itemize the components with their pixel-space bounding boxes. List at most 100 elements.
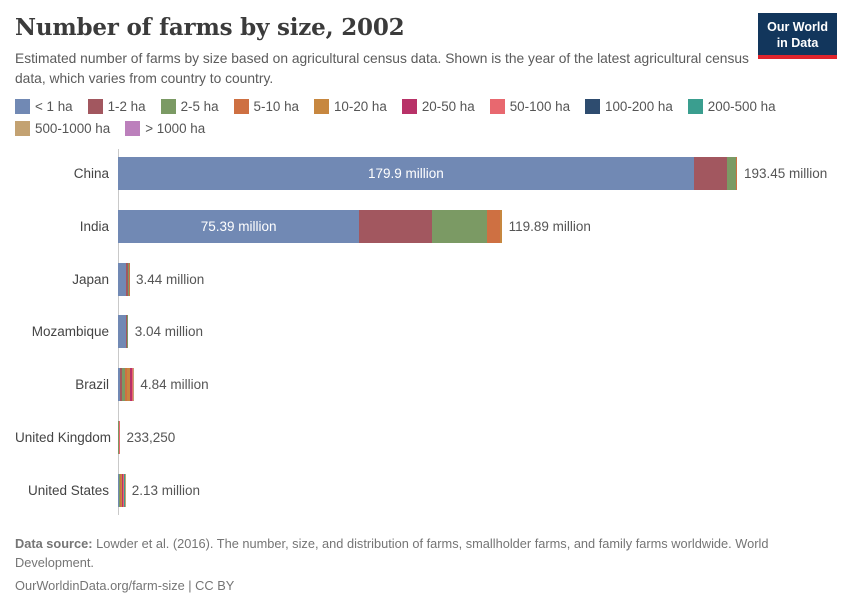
legend-label: < 1 ha <box>35 99 73 115</box>
legend-item-2-5-ha[interactable]: 2-5 ha <box>160 99 219 115</box>
stacked-bar[interactable] <box>118 473 125 507</box>
footer-source: Data source: Lowder et al. (2016). The n… <box>15 534 805 572</box>
bar-segment-5-10-ha[interactable] <box>486 209 501 243</box>
chart-row-united-states: United States 2.13 million <box>15 464 837 517</box>
legend-item-50-100-ha[interactable]: 50-100 ha <box>489 99 570 115</box>
bar-segment-2-5-ha[interactable] <box>122 368 126 402</box>
page-subtitle: Estimated number of farms by size based … <box>15 51 749 86</box>
stacked-bar[interactable] <box>118 315 128 349</box>
bar-total-value: 3.44 million <box>136 271 205 287</box>
footer-source-text: Lowder et al. (2016). The number, size, … <box>15 535 769 570</box>
bar-track: 75.39 million 119.89 million <box>118 209 837 243</box>
bar-track: 4.84 million <box>118 368 837 402</box>
bar-segment--1-ha[interactable] <box>118 262 126 296</box>
bar-segment--1-ha[interactable] <box>118 473 119 507</box>
legend-item--1000-ha[interactable]: > 1000 ha <box>125 121 206 137</box>
legend-item-20-50-ha[interactable]: 20-50 ha <box>401 99 475 115</box>
legend-item-200-500-ha[interactable]: 200-500 ha <box>687 99 776 115</box>
legend-label: > 1000 ha <box>145 121 206 137</box>
owid-logo-line1: Our World <box>767 20 828 34</box>
bar-segment-1-2-ha[interactable] <box>693 157 728 191</box>
footer-link[interactable]: OurWorldinData.org/farm-size | CC BY <box>15 578 235 594</box>
legend-swatch <box>233 99 249 115</box>
owid-logo[interactable]: Our World in Data <box>758 13 837 59</box>
bar-track: 179.9 million 193.45 million <box>118 157 837 191</box>
legend-swatch <box>585 99 601 115</box>
bar-segment-20-50-ha[interactable] <box>129 368 132 402</box>
legend-label: 10-20 ha <box>333 99 387 115</box>
legend: < 1 ha 1-2 ha 2-5 ha 5-10 ha 10-20 ha 20-50 h… <box>15 99 837 137</box>
bar-segment--1-ha[interactable] <box>118 157 694 191</box>
bar-segment-1-2-ha[interactable] <box>118 473 120 507</box>
bar-segment-5-10-ha[interactable] <box>125 368 128 402</box>
owid-logo-line2: in Data <box>776 36 819 50</box>
stacked-bar[interactable]: 75.39 million <box>118 209 502 243</box>
legend-label: 1-2 ha <box>107 99 146 115</box>
bar-segment-1-2-ha[interactable] <box>126 262 129 296</box>
bar-chart: China 179.9 million 193.45 million India 75.… <box>15 147 837 517</box>
bar-segment-10-20-ha[interactable] <box>121 473 123 507</box>
country-label[interactable]: China <box>73 166 109 182</box>
bar-segment-2-5-ha[interactable] <box>431 209 487 243</box>
legend-label: 2-5 ha <box>180 99 219 115</box>
legend-item-10-20-ha[interactable]: 10-20 ha <box>313 99 387 115</box>
bar-track: 2.13 million <box>118 473 837 507</box>
legend-swatch <box>15 121 30 137</box>
bar-total-value: 119.89 million <box>508 218 591 234</box>
bar-total-value: 2.13 million <box>131 482 201 498</box>
legend-item-5-10-ha[interactable]: 5-10 ha <box>233 99 299 115</box>
bar-segment-2-5-ha[interactable] <box>727 157 736 191</box>
legend-swatch <box>125 121 141 137</box>
bar-segment-1-2-ha[interactable] <box>120 368 123 402</box>
bar-track: 3.44 million <box>118 262 837 296</box>
country-label[interactable]: Japan <box>72 271 109 287</box>
bar-segment--1-ha[interactable] <box>118 209 360 243</box>
bar-segment-2-5-ha[interactable] <box>119 473 121 507</box>
bar-total-value: 4.84 million <box>140 377 209 393</box>
legend-item--1-ha[interactable]: < 1 ha <box>15 99 73 115</box>
bar-segment-50-100-ha[interactable] <box>123 473 124 507</box>
stacked-bar[interactable]: 179.9 million <box>118 157 738 191</box>
legend-swatch <box>687 99 703 115</box>
legend-item-500-1000-ha[interactable]: 500-1000 ha <box>15 121 110 137</box>
legend-swatch <box>313 99 329 115</box>
stacked-bar[interactable] <box>118 368 134 402</box>
chart-row-united-kingdom: United Kingdom 233,250 <box>15 411 837 464</box>
chart-row-brazil: Brazil 4.84 million <box>15 358 837 411</box>
legend-label: 20-50 ha <box>421 99 475 115</box>
country-label[interactable]: United States <box>27 482 109 498</box>
page-title: Number of farms by size, 2002 <box>15 14 405 41</box>
bar-segment-5-10-ha[interactable] <box>735 157 738 191</box>
legend-item-100-200-ha[interactable]: 100-200 ha <box>585 99 673 115</box>
legend-label: 200-500 ha <box>707 99 776 115</box>
legend-swatch <box>401 99 417 115</box>
bar-segment-20-50-ha[interactable] <box>122 473 124 507</box>
legend-label: 100-200 ha <box>605 99 673 115</box>
bar-track: 3.04 million <box>118 315 837 349</box>
legend-swatch <box>160 99 176 115</box>
legend-item-1-2-ha[interactable]: 1-2 ha <box>87 99 146 115</box>
bar-total-value: 233,250 <box>126 430 176 446</box>
bar-segment--1-ha[interactable] <box>118 315 126 349</box>
legend-label: 5-10 ha <box>253 99 299 115</box>
country-label[interactable]: Mozambique <box>31 324 109 340</box>
footer-source-prefix: Data source: <box>15 535 93 551</box>
bar-inside-value: 75.39 million <box>200 218 277 234</box>
country-label[interactable]: India <box>79 218 109 234</box>
bar-segment-2-5-ha[interactable] <box>128 262 129 296</box>
stacked-bar[interactable] <box>118 262 129 296</box>
legend-swatch <box>15 99 30 115</box>
legend-swatch <box>489 99 505 115</box>
stacked-bar[interactable] <box>118 421 120 455</box>
bar-segment-5-10-ha[interactable] <box>120 473 122 507</box>
chart-row-japan: Japan 3.44 million <box>15 253 837 306</box>
bar-segment-50-100-ha[interactable] <box>131 368 133 402</box>
bar-segment-1-2-ha[interactable] <box>359 209 432 243</box>
bar-inside-value: 179.9 million <box>367 166 444 182</box>
bar-segment-1-2-ha[interactable] <box>125 315 128 349</box>
bar-segment-10-20-ha[interactable] <box>500 209 502 243</box>
bar-segment-10-20-ha[interactable] <box>127 368 130 402</box>
country-label[interactable]: Brazil <box>75 377 109 393</box>
bar-segment--1-ha[interactable] <box>118 368 121 402</box>
country-label[interactable]: United Kingdom <box>15 430 112 446</box>
